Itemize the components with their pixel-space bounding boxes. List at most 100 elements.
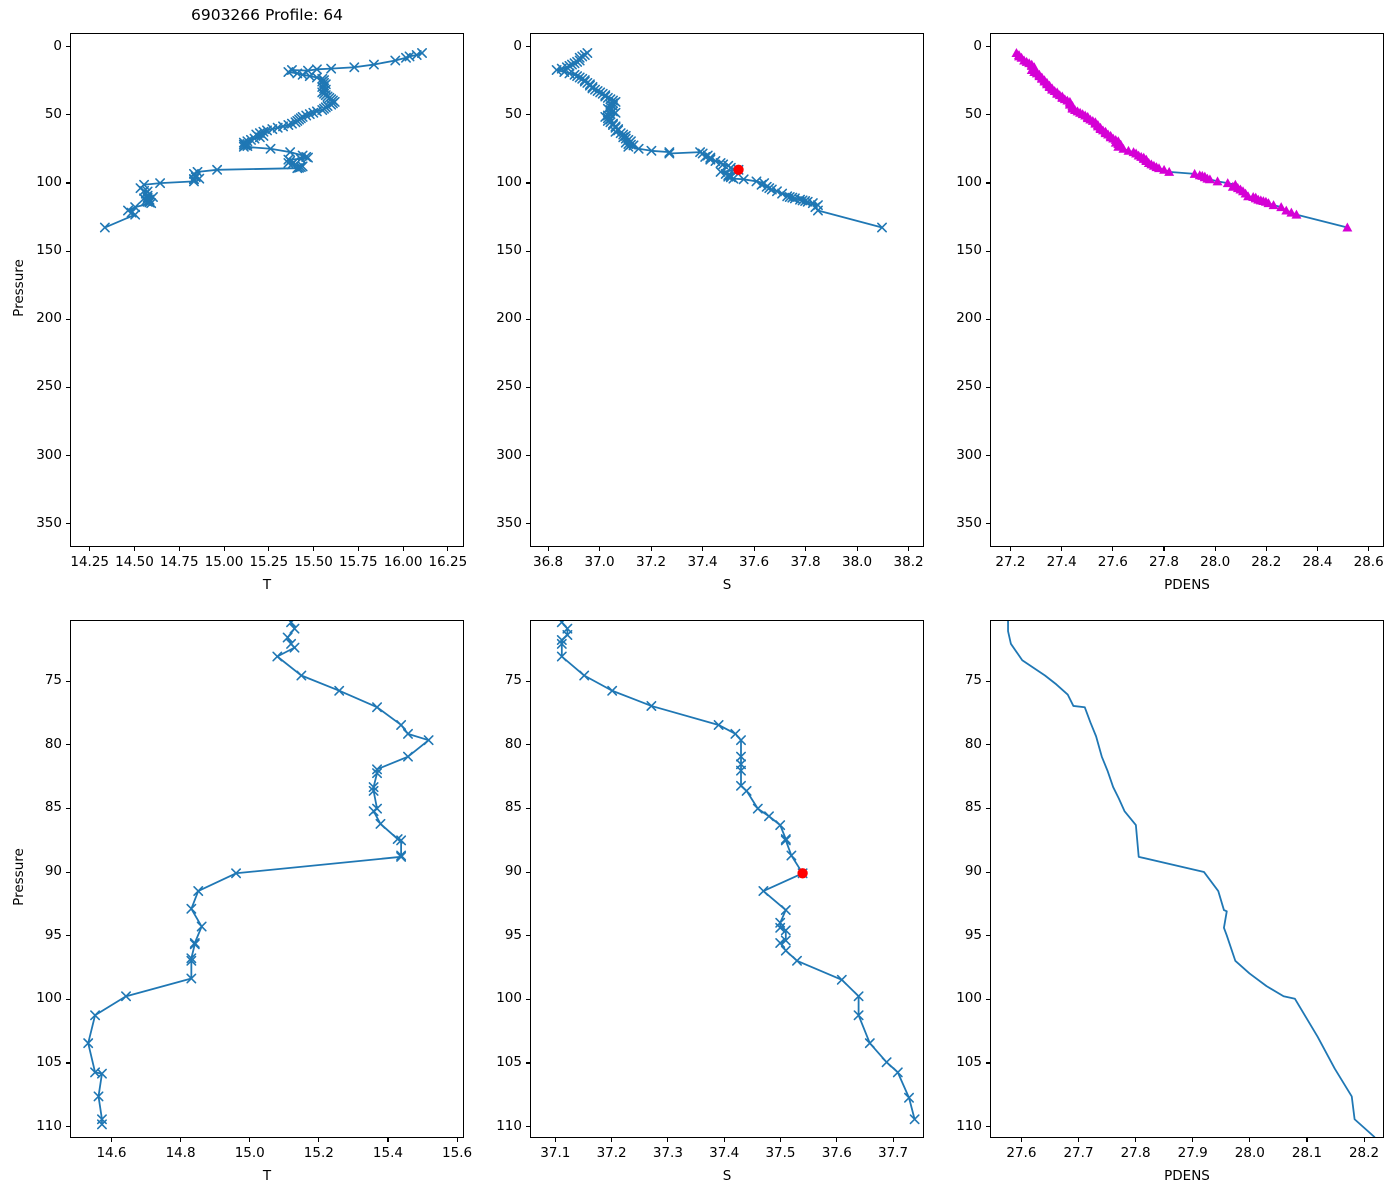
- x-axis-label-salinity-full: S: [722, 577, 732, 593]
- y-tick-mark: [526, 935, 530, 937]
- x-tick-label: 37.7: [878, 1145, 909, 1161]
- x-tick-label: 38.2: [893, 554, 924, 570]
- x-tick-mark: [1009, 547, 1012, 551]
- y-tick-label: 250: [956, 378, 982, 395]
- x-tick-mark: [133, 547, 136, 551]
- x-axis-label-pdens-full: PDENS: [1164, 577, 1210, 593]
- x-tick-label: 37.2: [596, 1145, 627, 1161]
- x-tick-mark: [89, 547, 91, 551]
- y-tick-mark: [66, 998, 70, 1000]
- y-tick-label: 100: [956, 990, 982, 1007]
- x-axis-label-pdens-zoom: PDENS: [1164, 1168, 1210, 1184]
- y-tick-mark: [526, 455, 530, 457]
- y-tick-label: 85: [964, 799, 982, 816]
- y-tick-label: 110: [36, 1117, 62, 1134]
- y-tick-label: 95: [44, 926, 62, 943]
- x-tick-mark: [702, 547, 704, 551]
- x-tick-mark: [1192, 1138, 1194, 1142]
- x-tick-label: 28.2: [1251, 554, 1282, 570]
- x-tick-label: 28.2: [1348, 1145, 1380, 1161]
- y-tick-label: 350: [36, 514, 62, 531]
- y-tick-mark: [986, 1126, 990, 1128]
- y-tick-mark: [526, 744, 530, 746]
- y-tick-mark: [66, 744, 70, 746]
- y-tick-label: 85: [44, 799, 62, 816]
- panel-temperature-zoom: [70, 620, 464, 1138]
- y-tick-label: 85: [504, 799, 522, 816]
- x-tick-mark: [547, 547, 549, 551]
- y-tick-label: 75: [504, 672, 522, 689]
- x-tick-label: 16.25: [428, 554, 468, 570]
- y-tick-label: 50: [44, 105, 62, 122]
- y-tick-label: 50: [964, 105, 982, 122]
- x-tick-mark: [1135, 1138, 1137, 1142]
- x-tick-mark: [836, 1138, 838, 1142]
- y-tick-label: 250: [36, 378, 62, 395]
- x-tick-label: 28.6: [1353, 554, 1384, 570]
- y-tick-mark: [66, 807, 70, 809]
- y-tick-label: 80: [964, 735, 982, 752]
- x-tick-label: 37.0: [584, 554, 615, 570]
- y-tick-mark: [66, 1062, 70, 1064]
- x-tick-mark: [554, 1138, 556, 1142]
- y-tick-mark: [526, 523, 530, 525]
- x-tick-mark: [1316, 547, 1319, 551]
- plot-area-temperature-zoom: [70, 620, 464, 1138]
- y-tick-label: 150: [36, 242, 62, 259]
- x-tick-mark: [1061, 547, 1063, 551]
- x-tick-label: 14.50: [115, 554, 154, 570]
- x-tick-label: 14.75: [159, 554, 199, 570]
- y-tick-mark: [526, 998, 530, 1000]
- x-tick-mark: [1368, 547, 1370, 551]
- x-tick-label: 27.6: [1097, 554, 1128, 570]
- y-tick-label: 100: [36, 173, 62, 190]
- y-tick-mark: [986, 871, 990, 873]
- x-tick-label: 15.50: [294, 554, 333, 570]
- y-tick-mark: [526, 807, 530, 809]
- x-tick-label: 27.8: [1148, 554, 1179, 570]
- y-tick-mark: [526, 114, 530, 116]
- plot-area-pdens-zoom: [990, 620, 1384, 1138]
- x-tick-mark: [178, 547, 180, 551]
- x-tick-label: 27.8: [1120, 1145, 1151, 1161]
- y-tick-label: 200: [956, 310, 982, 327]
- series-canvas-temperature-full: [99, 48, 427, 233]
- x-tick-label: 14.25: [70, 554, 110, 570]
- plot-area-salinity-full: [530, 33, 924, 547]
- y-tick-label: 75: [964, 672, 982, 689]
- y-tick-label: 300: [956, 446, 982, 463]
- x-tick-label: 28.0: [1200, 554, 1231, 570]
- x-tick-label: 37.4: [709, 1145, 740, 1161]
- x-tick-label: 27.4: [1046, 554, 1077, 570]
- y-tick-label: 105: [956, 1053, 982, 1070]
- y-tick-mark: [986, 807, 990, 809]
- y-tick-mark: [986, 680, 990, 682]
- y-tick-label: 105: [36, 1053, 62, 1070]
- y-tick-mark: [66, 46, 70, 48]
- y-tick-mark: [66, 1126, 70, 1128]
- y-tick-mark: [66, 250, 70, 252]
- y-tick-mark: [66, 114, 70, 116]
- x-tick-label: 15.6: [442, 1145, 473, 1161]
- x-axis-label-temperature-zoom: T: [262, 1168, 272, 1184]
- y-tick-mark: [526, 182, 530, 184]
- y-tick-mark: [986, 998, 990, 1000]
- y-tick-mark: [986, 250, 990, 252]
- x-tick-mark: [805, 547, 807, 551]
- x-axis-label-temperature-full: T: [262, 577, 272, 593]
- x-tick-label: 37.5: [765, 1145, 796, 1161]
- x-tick-mark: [180, 1138, 182, 1142]
- y-tick-mark: [986, 46, 990, 48]
- y-tick-label: 100: [496, 990, 522, 1007]
- x-tick-label: 15.2: [303, 1145, 334, 1161]
- x-tick-mark: [908, 547, 910, 551]
- y-tick-label: 200: [36, 310, 62, 327]
- series-canvas-salinity-zoom: [556, 621, 920, 1125]
- plot-area-salinity-zoom: [530, 620, 924, 1138]
- y-tick-label: 50: [504, 105, 522, 122]
- x-tick-mark: [892, 1138, 894, 1142]
- y-tick-label: 100: [496, 173, 522, 190]
- y-tick-mark: [526, 871, 530, 873]
- y-tick-label: 150: [496, 242, 522, 259]
